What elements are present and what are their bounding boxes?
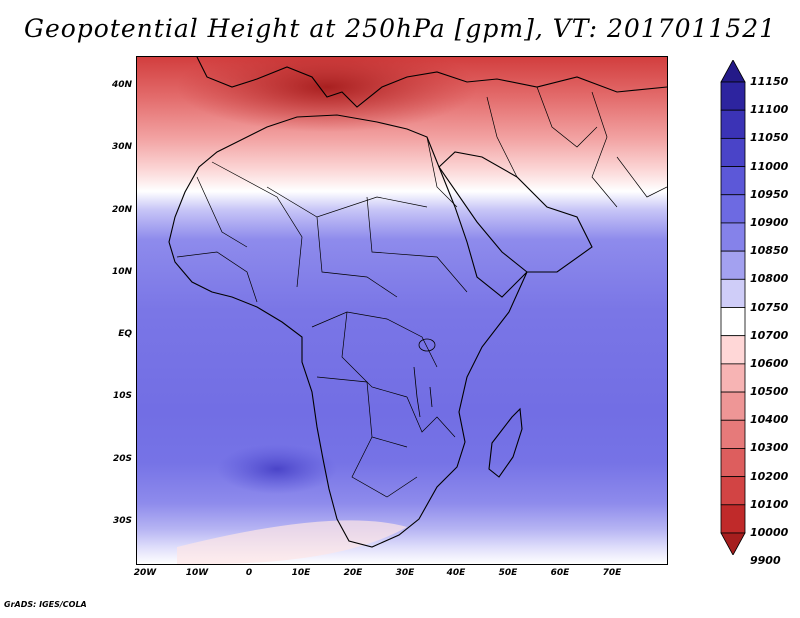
colorbar-label: 10000 xyxy=(750,526,789,539)
colorbar-label: 10200 xyxy=(750,469,789,483)
lat-label: 30N xyxy=(111,142,132,152)
lat-label: 10S xyxy=(112,391,132,401)
colorbar-label: 10500 xyxy=(750,385,789,399)
colorbar-label: 10600 xyxy=(750,356,789,370)
colorbar-label: 10300 xyxy=(750,441,789,455)
colorbar xyxy=(720,60,746,555)
colorbar-cell xyxy=(720,419,746,449)
colorbar-top-arrow xyxy=(720,60,746,83)
europe-coastline xyxy=(196,57,667,108)
lon-label: 20E xyxy=(343,568,363,578)
lon-label: 0 xyxy=(245,568,253,578)
colorbar-label: 9900 xyxy=(750,554,781,568)
colorbar-cell xyxy=(720,166,746,196)
colorbar-label: 10950 xyxy=(750,187,789,201)
colorbar-cell xyxy=(720,476,746,506)
colorbar-cell xyxy=(720,250,746,280)
colorbar-cell xyxy=(720,363,746,393)
colorbar-label: 11050 xyxy=(750,131,789,145)
south-warm-band xyxy=(177,520,407,564)
colorbar-cell xyxy=(720,137,746,167)
colorbar-cells xyxy=(720,60,746,555)
lon-label: 40E xyxy=(446,568,466,578)
colorbar-label: 10900 xyxy=(750,215,789,229)
colorbar-cell xyxy=(720,222,746,252)
lon-label: 20W xyxy=(133,568,157,578)
lat-label: 20S xyxy=(112,454,132,464)
colorbar-label: 11100 xyxy=(750,103,789,117)
colorbar-label: 10700 xyxy=(750,328,789,342)
lon-label: 70E xyxy=(602,568,622,578)
colorbar-cell xyxy=(720,109,746,139)
colorbar-cell xyxy=(720,335,746,365)
colorbar-label: 10400 xyxy=(750,413,789,427)
colorbar-label: 11150 xyxy=(750,75,789,88)
great-lakes xyxy=(413,338,436,418)
lon-label: 10W xyxy=(185,568,209,578)
lon-label: 10E xyxy=(291,568,311,578)
low-height-center xyxy=(217,444,337,494)
arabia-coastline xyxy=(438,151,593,273)
chart-title: Geopotential Height at 250hPa [gpm], VT:… xyxy=(23,14,777,43)
lat-label: 10N xyxy=(111,267,132,277)
colorbar-cell xyxy=(720,194,746,224)
lat-label: 40N xyxy=(111,80,132,90)
colorbar-label: 10800 xyxy=(750,272,789,286)
colorbar-label: 10850 xyxy=(750,244,789,258)
colorbar-cell xyxy=(720,448,746,478)
grads-credit: GrADS: IGES/COLA xyxy=(4,600,87,609)
lon-label: 50E xyxy=(498,568,518,578)
lat-label: EQ xyxy=(118,329,132,339)
height-field-map xyxy=(137,57,667,564)
colorbar-cell xyxy=(720,504,746,534)
lat-label: 30S xyxy=(112,516,132,526)
country-borders xyxy=(176,86,667,498)
madagascar-outline xyxy=(488,407,523,478)
lon-label: 60E xyxy=(550,568,570,578)
lon-label: 30E xyxy=(395,568,415,578)
colorbar-label: 11000 xyxy=(750,159,789,173)
colorbar-label: 10750 xyxy=(750,300,789,314)
colorbar-cell xyxy=(720,307,746,337)
high-height-center xyxy=(177,57,477,132)
colorbar-bottom-arrow xyxy=(720,532,746,555)
height-field-background xyxy=(137,57,667,564)
colorbar-cell xyxy=(720,391,746,421)
lat-label: 20N xyxy=(111,205,132,215)
map-plot-area[interactable] xyxy=(136,56,668,565)
colorbar-label: 10100 xyxy=(750,497,789,511)
colorbar-cell xyxy=(720,81,746,111)
colorbar-cell xyxy=(720,278,746,308)
